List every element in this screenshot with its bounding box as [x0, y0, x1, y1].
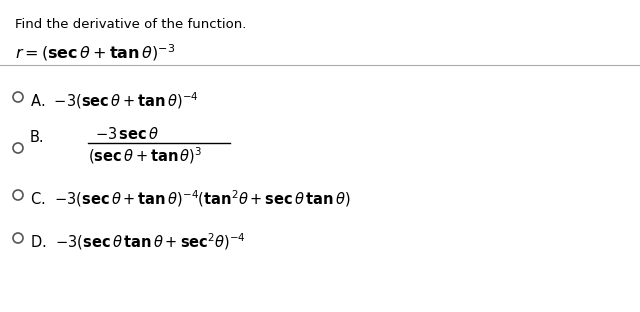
- Text: $(\mathbf{sec}\,\theta + \mathbf{tan}\,\theta)^{3}$: $(\mathbf{sec}\,\theta + \mathbf{tan}\,\…: [88, 145, 202, 166]
- Text: D.  $-3\left(\mathbf{sec}\,\theta\,\mathbf{tan}\,\theta + \mathbf{sec}^{2}\theta: D. $-3\left(\mathbf{sec}\,\theta\,\mathb…: [30, 231, 246, 252]
- Text: B.: B.: [30, 130, 45, 145]
- Text: $-3\,\mathbf{sec}\,\theta$: $-3\,\mathbf{sec}\,\theta$: [95, 126, 159, 142]
- Text: C.  $-3(\mathbf{sec}\,\theta + \mathbf{tan}\,\theta)^{-4}\left(\mathbf{tan}^{2}\: C. $-3(\mathbf{sec}\,\theta + \mathbf{ta…: [30, 188, 351, 209]
- Text: $r = (\mathbf{sec}\,\theta + \mathbf{tan}\,\theta)^{-3}$: $r = (\mathbf{sec}\,\theta + \mathbf{tan…: [15, 42, 175, 63]
- Text: Find the derivative of the function.: Find the derivative of the function.: [15, 18, 246, 31]
- Text: A.  $-3(\mathbf{sec}\,\theta + \mathbf{tan}\,\theta)^{-4}$: A. $-3(\mathbf{sec}\,\theta + \mathbf{ta…: [30, 90, 199, 111]
